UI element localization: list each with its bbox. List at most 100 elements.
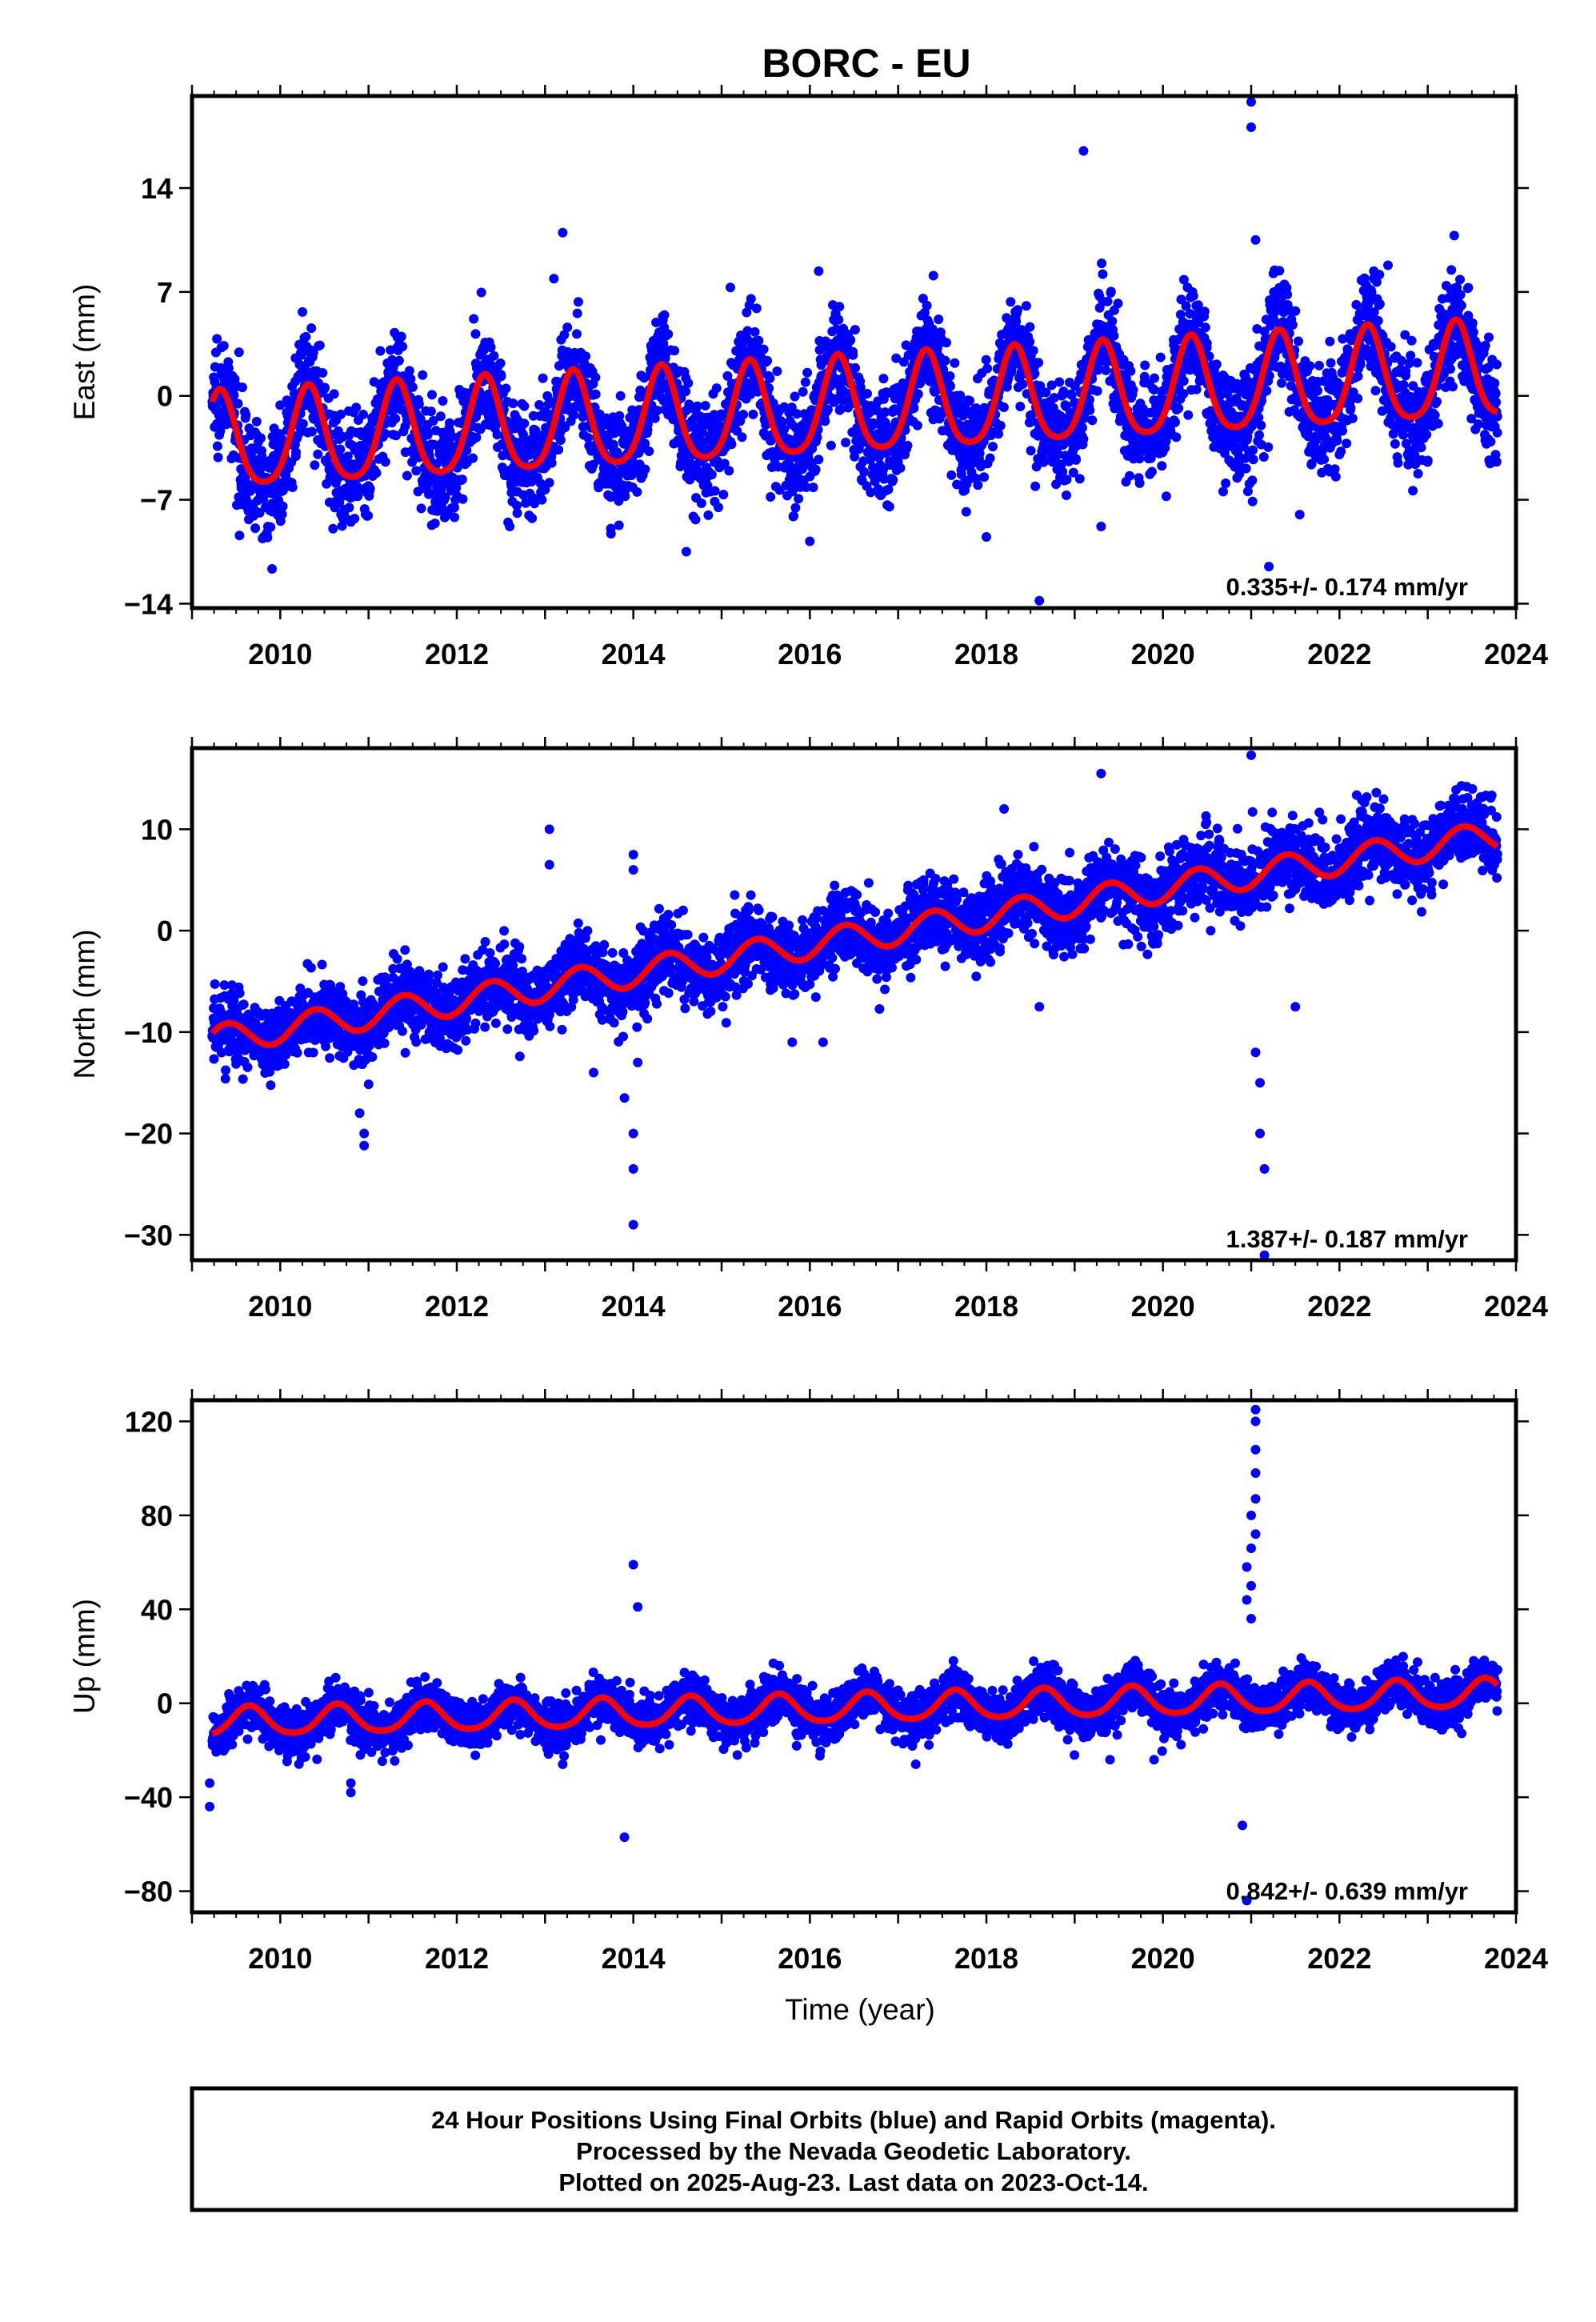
data-point: [508, 398, 518, 409]
data-point: [486, 342, 496, 352]
data-point: [1015, 402, 1026, 411]
data-point: [1274, 266, 1285, 276]
data-point: [1178, 376, 1189, 386]
data-point: [320, 382, 330, 393]
outlier-point: [505, 522, 515, 531]
data-point: [1211, 359, 1222, 370]
data-point: [1218, 486, 1228, 497]
x-tick-label: 2022: [1307, 638, 1371, 671]
data-point: [1432, 396, 1442, 406]
data-point: [1370, 386, 1381, 396]
data-point: [1025, 337, 1035, 347]
data-point: [1146, 466, 1157, 477]
data-point: [902, 440, 913, 450]
data-point: [1282, 290, 1293, 300]
data-point: [298, 306, 308, 317]
y-tick-label: −10: [124, 1016, 173, 1049]
data-point: [1455, 274, 1465, 285]
y-tick-label: 14: [141, 172, 173, 205]
data-point: [750, 326, 760, 337]
data-point: [1422, 430, 1432, 440]
data-point: [765, 373, 775, 383]
data-point: [1097, 258, 1107, 269]
outlier-point: [1034, 595, 1045, 606]
data-point: [1374, 299, 1385, 309]
data-point: [569, 410, 579, 420]
data-point: [766, 492, 776, 502]
data-point: [1412, 358, 1422, 368]
data-point: [544, 478, 554, 488]
data-point: [834, 314, 844, 325]
data-point: [318, 368, 328, 378]
data-point: [1490, 378, 1500, 388]
data-point: [223, 363, 234, 374]
data-point: [335, 444, 346, 454]
data-point: [426, 406, 436, 417]
data-point: [850, 325, 860, 335]
data-point: [1025, 322, 1035, 332]
data-point: [342, 451, 353, 462]
data-point: [670, 346, 680, 356]
data-point: [1277, 378, 1287, 388]
data-point: [1262, 386, 1272, 396]
data-point: [1473, 419, 1483, 430]
data-point: [554, 445, 564, 455]
data-point: [476, 287, 486, 298]
data-point: [519, 418, 530, 429]
data-point: [538, 373, 548, 383]
data-point: [590, 372, 601, 382]
data-point: [450, 512, 460, 522]
outlier-point: [1246, 97, 1256, 107]
y-tick-label: −14: [124, 587, 173, 620]
data-point: [375, 346, 386, 356]
data-point: [1353, 394, 1363, 403]
data-point: [1062, 474, 1072, 485]
data-point: [218, 341, 229, 351]
data-point: [1336, 446, 1346, 457]
y-tick-label: 7: [157, 276, 173, 309]
data-point: [427, 390, 437, 400]
data-point: [862, 389, 872, 398]
data-point: [945, 371, 955, 381]
data-point: [1456, 300, 1466, 310]
data-point: [234, 347, 244, 358]
data-point: [458, 494, 468, 504]
data-point: [1174, 403, 1184, 414]
data-point: [407, 382, 418, 392]
data-point: [496, 371, 506, 382]
data-point: [209, 1054, 219, 1064]
data-point: [1021, 301, 1031, 311]
data-point: [414, 399, 424, 410]
data-point: [266, 522, 276, 532]
east-data-points: [207, 97, 1502, 606]
data-point: [489, 350, 499, 361]
data-point: [363, 510, 374, 521]
data-point: [790, 391, 800, 402]
outlier-point: [928, 270, 938, 281]
data-point: [834, 302, 845, 312]
outlier-point: [982, 532, 991, 542]
data-point: [329, 389, 339, 399]
data-point: [229, 390, 239, 400]
data-point: [802, 367, 813, 378]
data-point: [396, 331, 406, 342]
data-point: [696, 498, 706, 508]
data-point: [859, 466, 870, 477]
x-tick-label: 2024: [1484, 1290, 1548, 1323]
data-point: [1202, 338, 1212, 349]
data-point: [714, 502, 723, 513]
data-point: [291, 447, 301, 458]
data-point: [1126, 366, 1136, 376]
data-point: [542, 390, 553, 401]
data-point: [1106, 286, 1116, 297]
x-tick-label: 2018: [954, 1290, 1018, 1323]
data-point: [275, 400, 286, 410]
north-data-points: [207, 750, 1502, 1260]
data-point: [394, 355, 404, 366]
data-point: [1006, 297, 1016, 307]
data-point: [1071, 454, 1081, 465]
x-tick-label: 2012: [425, 638, 489, 671]
data-point: [1492, 359, 1502, 370]
data-point: [298, 418, 308, 429]
outlier-point: [814, 266, 824, 276]
